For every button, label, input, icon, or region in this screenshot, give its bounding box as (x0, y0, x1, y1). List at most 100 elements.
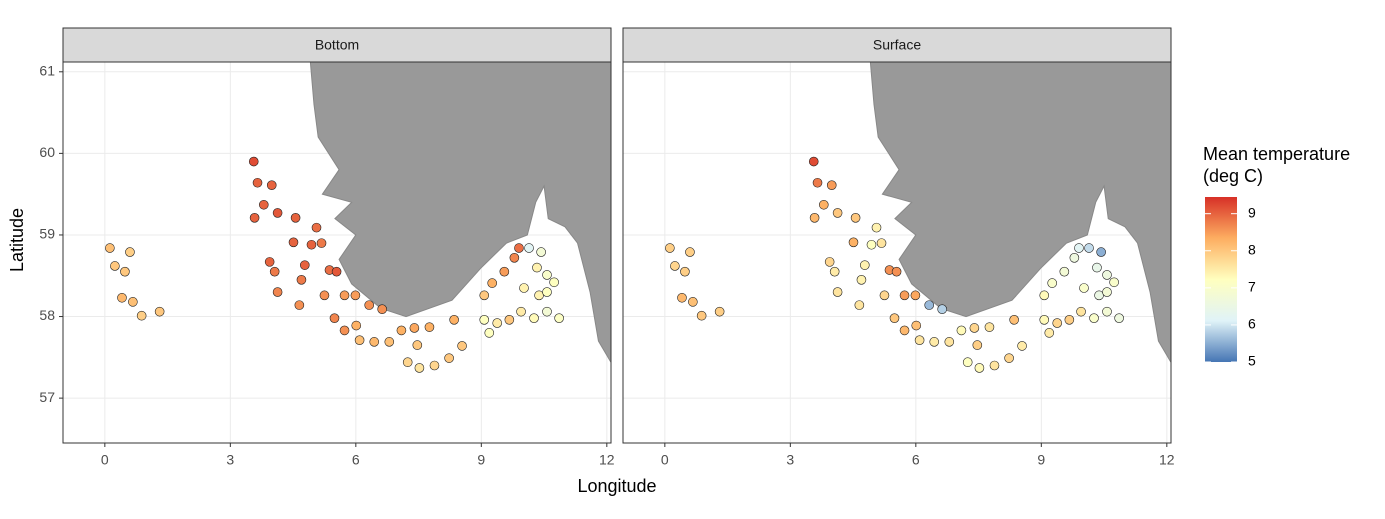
legend-title: (deg C) (1203, 166, 1263, 186)
station-point (1074, 243, 1084, 253)
station-point (554, 313, 564, 323)
station-point (677, 292, 687, 303)
station-point (832, 208, 843, 218)
station-point (854, 300, 865, 310)
x-tick-label: 3 (226, 452, 234, 468)
station-point (499, 266, 510, 277)
station-point (331, 266, 342, 277)
station-point (117, 292, 127, 303)
x-tick-label: 0 (661, 452, 669, 468)
station-point (532, 262, 542, 273)
station-point (369, 337, 380, 347)
station-point (128, 297, 138, 307)
station-point (536, 247, 546, 257)
station-point (848, 237, 859, 248)
station-point (479, 290, 490, 301)
station-point (850, 213, 861, 223)
station-point (1052, 318, 1063, 328)
station-point (509, 253, 520, 263)
station-point (685, 247, 695, 257)
station-point (1084, 243, 1094, 253)
y-tick-label: 60 (39, 144, 55, 160)
station-point (136, 310, 147, 321)
station-point (984, 322, 995, 332)
station-point (808, 156, 819, 167)
station-point (1076, 306, 1086, 317)
station-point (832, 287, 843, 297)
station-point (516, 306, 526, 317)
station-point (974, 363, 985, 373)
colorbar-tick-label: 8 (1248, 241, 1256, 257)
station-point (364, 300, 375, 310)
station-point (876, 238, 887, 248)
station-point (120, 266, 130, 277)
x-tick-label: 12 (599, 452, 615, 468)
station-point (688, 297, 698, 307)
panel (623, 62, 1171, 443)
land (309, 62, 611, 364)
station-point (1059, 266, 1070, 277)
x-tick-label: 6 (912, 452, 920, 468)
station-point (449, 315, 459, 325)
station-point (542, 306, 552, 317)
station-point (299, 260, 310, 270)
station-point (1017, 341, 1027, 351)
station-point (1039, 290, 1050, 301)
x-tick-label: 6 (352, 452, 360, 468)
station-point (826, 180, 837, 190)
legend-title: Mean temperature (1203, 144, 1350, 164)
station-point (1044, 328, 1055, 338)
station-point (910, 290, 921, 301)
station-point (1102, 270, 1112, 280)
station-point (269, 266, 280, 277)
panel-title: Surface (873, 37, 921, 53)
colorbar-tick-label: 7 (1248, 279, 1256, 295)
station-point (354, 335, 365, 346)
station-point (670, 261, 680, 271)
station-point (350, 290, 361, 301)
station-point (944, 337, 955, 347)
station-point (319, 290, 330, 301)
station-point (818, 199, 829, 210)
station-point (377, 304, 387, 315)
station-point (542, 287, 552, 297)
station-point (519, 283, 529, 293)
x-tick-label: 9 (1037, 452, 1045, 468)
station-point (266, 180, 277, 190)
station-point (549, 277, 559, 288)
station-point (1102, 306, 1112, 317)
station-point (252, 177, 263, 188)
station-point (329, 313, 340, 323)
station-point (110, 261, 120, 271)
station-point (288, 237, 299, 248)
station-point (339, 290, 350, 301)
station-point (1004, 353, 1014, 363)
x-tick-label: 0 (101, 452, 109, 468)
colorbar-tick-label: 6 (1248, 316, 1256, 332)
station-point (296, 275, 307, 285)
station-point (812, 177, 823, 188)
x-tick-label: 12 (1159, 452, 1175, 468)
colorbar-tick-label: 5 (1248, 353, 1256, 369)
y-tick-label: 57 (39, 389, 55, 405)
station-point (290, 213, 301, 223)
station-point (929, 337, 940, 347)
station-point (105, 243, 115, 253)
station-point (248, 156, 259, 167)
station-point (316, 238, 327, 248)
station-point (1102, 287, 1112, 297)
colorbar-tick-label: 9 (1248, 204, 1256, 220)
station-point (889, 313, 900, 323)
station-point (414, 363, 425, 373)
station-point (1089, 313, 1099, 323)
station-point (125, 247, 135, 257)
station-point (484, 328, 495, 338)
station-point (306, 239, 317, 250)
x-axis-label: Longitude (577, 476, 656, 496)
station-point (989, 360, 1000, 371)
station-point (504, 315, 515, 325)
station-point (351, 320, 362, 331)
station-point (665, 243, 675, 253)
station-point (444, 353, 454, 363)
strip (62, 27, 612, 63)
